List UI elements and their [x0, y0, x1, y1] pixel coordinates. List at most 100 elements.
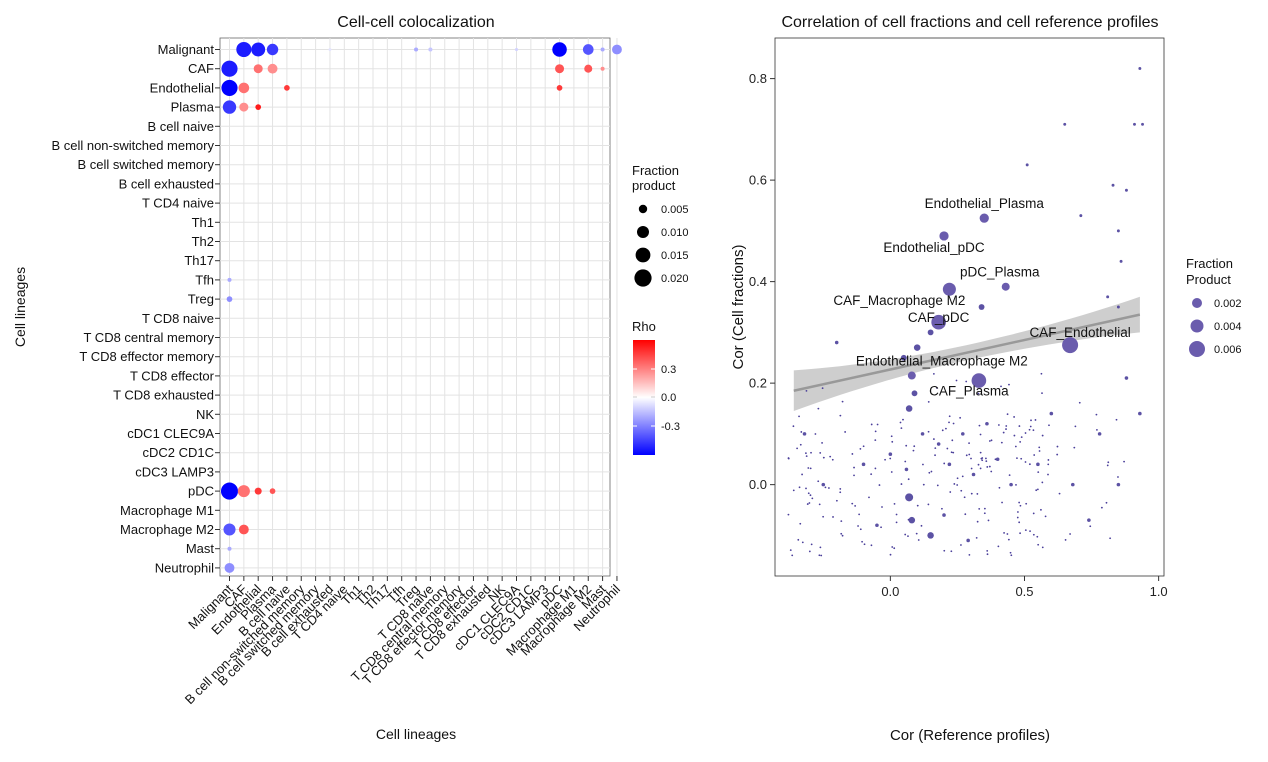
trend-line [793, 313, 1141, 392]
y-tick-label: T CD4 naive [142, 196, 214, 211]
scatter-point [978, 304, 985, 310]
size-key-label: 0.005 [661, 204, 689, 216]
colocalization-dot [238, 524, 249, 535]
scatter-point [952, 451, 955, 454]
scatter-point [904, 467, 909, 472]
scatter-point [841, 534, 844, 537]
scatter-point [1047, 459, 1050, 461]
y-tick-label: Th17 [184, 253, 214, 268]
scatter-point [1056, 445, 1059, 448]
scatter-point [932, 438, 935, 440]
colocalization-dot [582, 44, 594, 55]
scatter-point [904, 460, 907, 463]
left-y-tick-labels: Malignant CAF Endothelial Plasma B cell naiv… [51, 42, 220, 575]
scatter-point [1001, 501, 1003, 504]
scatter-point [1041, 546, 1044, 549]
scatter-point [943, 462, 946, 465]
scatter-point [1069, 533, 1071, 535]
scatter-point [998, 486, 1001, 489]
scatter-point [1117, 476, 1119, 478]
scatter-point [1106, 295, 1110, 299]
colocalization-dot [237, 485, 250, 498]
scatter-point [990, 439, 993, 442]
scatter-point [1038, 446, 1041, 449]
scatter-point [905, 405, 913, 412]
scatter-point [1036, 535, 1039, 538]
scatter-point [994, 458, 997, 461]
y-tick-label: B cell non-switched memory [51, 138, 214, 153]
labeled-point [907, 371, 916, 380]
y-tick-label: pDC [188, 484, 214, 499]
scatter-point [839, 414, 842, 417]
scatter-point [1041, 481, 1044, 484]
colocalization-dot [269, 488, 276, 494]
scatter-point [1100, 506, 1103, 509]
scatter-point [1009, 551, 1012, 554]
size-key-label: 0.004 [1214, 321, 1242, 333]
colocalization-dot [236, 41, 252, 58]
colocalization-dot [255, 104, 262, 110]
colocalization-dot [612, 44, 622, 55]
scatter-point [1030, 419, 1032, 422]
scatter-point [997, 545, 1000, 548]
scatter-point [857, 525, 859, 527]
y-tick-label: B cell naive [148, 119, 214, 134]
colocalization-dot [328, 48, 332, 51]
colocalization-dot [600, 47, 605, 52]
left-dots [220, 41, 622, 573]
y-tick-label: cDC3 LAMP3 [135, 464, 214, 479]
scatter-point [828, 487, 830, 489]
scatter-point [920, 524, 923, 527]
scatter-point [990, 470, 993, 473]
scatter-point [792, 489, 795, 492]
scatter-point [936, 484, 939, 487]
colocalization-dot [227, 546, 232, 551]
scatter-point [1000, 441, 1003, 444]
left-size-legend-title-1: Fraction [632, 163, 679, 178]
labeled-point [1062, 337, 1079, 354]
y-tick-label: B cell switched memory [77, 157, 214, 172]
colocalization-dot [254, 487, 262, 495]
scatter-point [907, 478, 910, 481]
scatter-point [797, 538, 800, 541]
scatter-point [1007, 538, 1010, 541]
scatter-point [1019, 441, 1022, 443]
scatter-point [950, 451, 953, 454]
left-size-legend-title-2: product [632, 178, 676, 193]
scatter-point [899, 421, 902, 424]
scatter-point [1032, 533, 1035, 536]
scatter-point [922, 463, 924, 466]
x-tick-label: 1.0 [1150, 584, 1168, 599]
scatter-point [861, 462, 866, 467]
scatter-point [801, 541, 804, 544]
scatter-point [950, 550, 953, 553]
scatter-point [1124, 376, 1129, 380]
scatter-point [840, 532, 843, 535]
scatter-point [805, 452, 807, 455]
scatter-point [818, 554, 821, 557]
scatter-point [900, 483, 903, 485]
scatter-point [979, 433, 982, 436]
point-labels: Endothelial_Plasma Endothelial_pDC pDC_Pla… [833, 196, 1130, 398]
scatter-point [952, 422, 955, 425]
y-tick-label: Tfh [195, 272, 214, 287]
scatter-point [874, 430, 877, 433]
right-axis-ticks: 0.0 0.5 1.0 0.0 0.2 0.4 0.6 0.8 [749, 71, 1168, 599]
scatter-point [948, 421, 950, 424]
y-tick-label: Treg [188, 292, 214, 307]
scatter-point [956, 484, 959, 486]
scatter-point [1079, 214, 1083, 218]
y-tick-label: cDC1 CLEC9A [127, 426, 214, 441]
scatter-point [960, 489, 963, 492]
scatter-point [966, 538, 970, 543]
scatter-point [884, 458, 886, 461]
scatter-point [861, 540, 863, 543]
rho-label: 0.0 [661, 392, 676, 404]
scatter-point [946, 447, 949, 450]
scatter-point [1015, 483, 1017, 486]
scatter-point [796, 447, 799, 450]
scatter-point [1133, 122, 1136, 126]
colocalization-dot [251, 42, 266, 57]
scatter-point [971, 472, 976, 477]
